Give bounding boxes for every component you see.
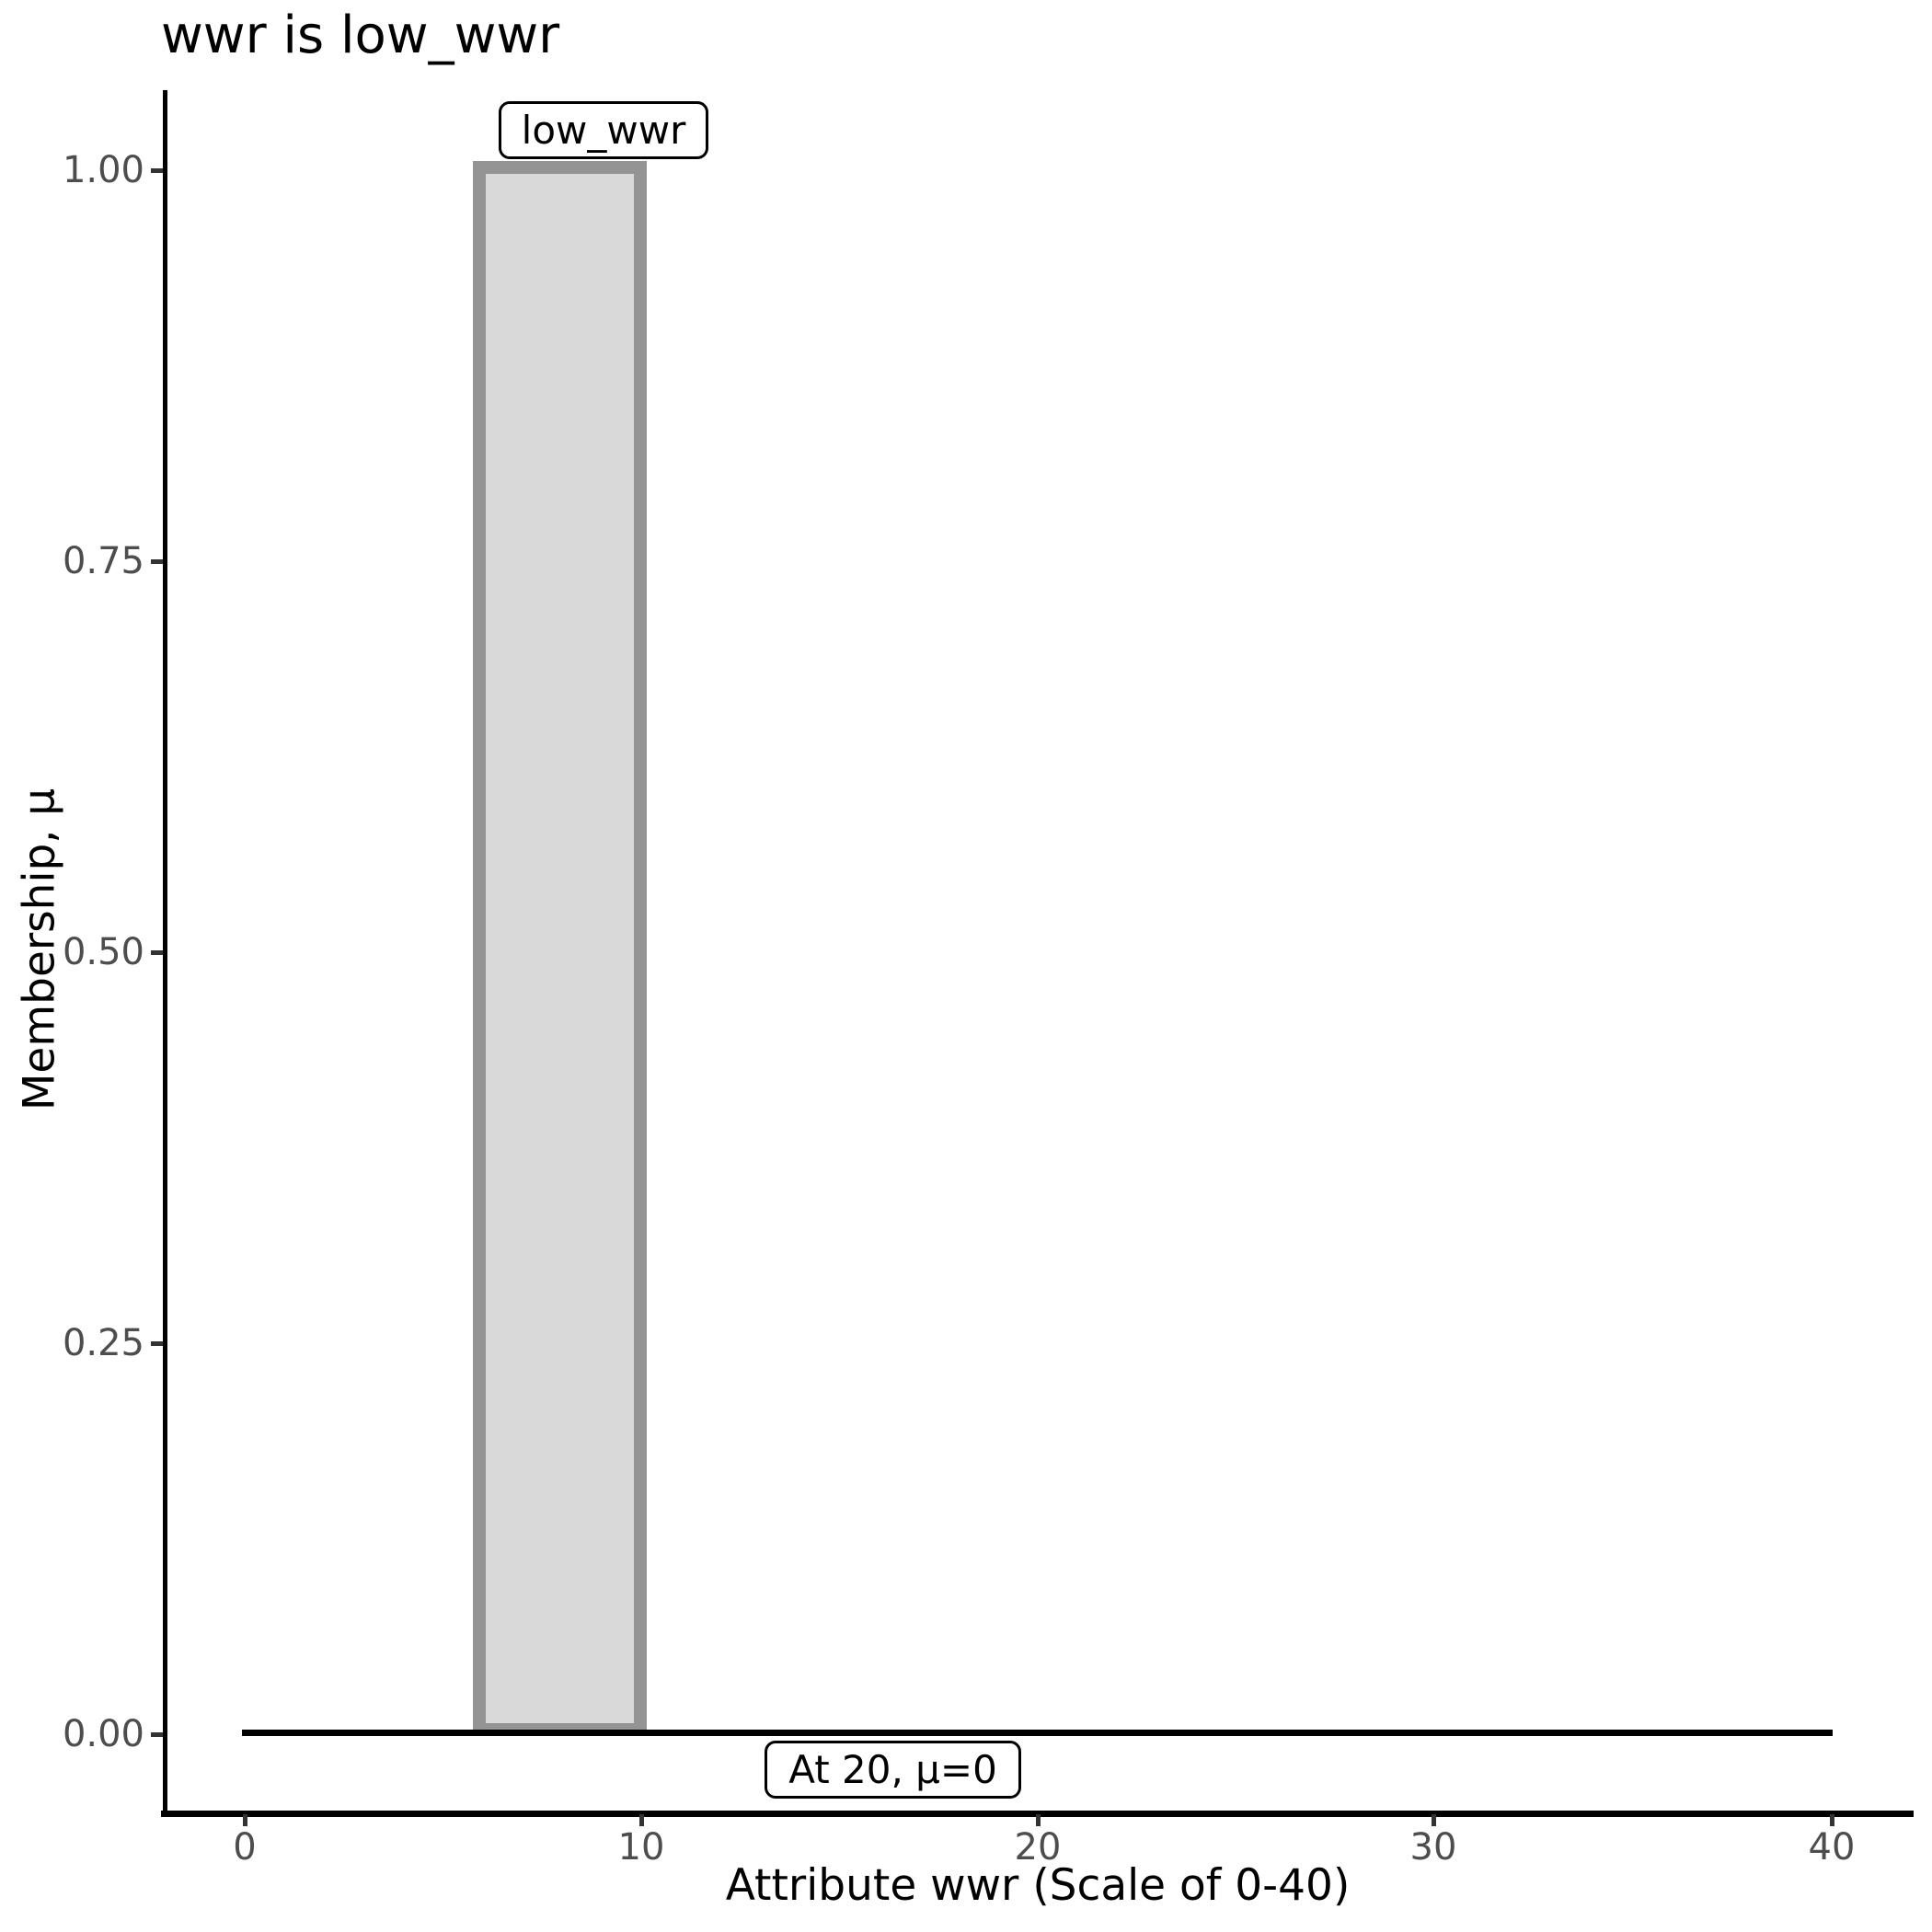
x-axis-line	[161, 1811, 1914, 1817]
y-tick-0.00	[151, 1732, 163, 1737]
x-axis-title: Attribute wwr (Scale of 0-40)	[725, 1860, 1351, 1911]
x-tick-label: 10	[617, 1826, 665, 1869]
annotation-label-text: At 20, μ=0	[788, 1747, 997, 1792]
zero-membership-line	[242, 1730, 1833, 1736]
y-tick-1.00	[151, 168, 163, 173]
y-tick-label: 0.75	[62, 540, 144, 582]
y-tick-label: 1.00	[62, 149, 144, 191]
annotation-label-box: At 20, μ=0	[765, 1741, 1021, 1799]
y-tick-0.50	[151, 950, 163, 955]
x-tick-10	[639, 1814, 644, 1826]
x-tick-20	[1036, 1814, 1041, 1826]
plot-title: wwr is low_wwr	[161, 6, 560, 65]
x-tick-label: 30	[1409, 1826, 1457, 1869]
x-tick-40	[1830, 1814, 1834, 1826]
membership-bar	[473, 161, 647, 1736]
y-tick-label: 0.00	[62, 1713, 144, 1755]
set-label-box: low_wwr	[499, 101, 708, 159]
y-tick-0.75	[151, 559, 163, 564]
x-tick-30	[1432, 1814, 1436, 1826]
x-tick-label: 0	[233, 1826, 257, 1869]
x-tick-0	[243, 1814, 247, 1826]
set-label-text: low_wwr	[521, 108, 686, 153]
y-tick-label: 0.50	[62, 931, 144, 973]
x-tick-label: 20	[1014, 1826, 1062, 1869]
y-axis-line	[163, 90, 167, 1817]
y-tick-label: 0.25	[62, 1322, 144, 1364]
y-tick-0.25	[151, 1341, 163, 1346]
x-tick-label: 40	[1808, 1826, 1856, 1869]
